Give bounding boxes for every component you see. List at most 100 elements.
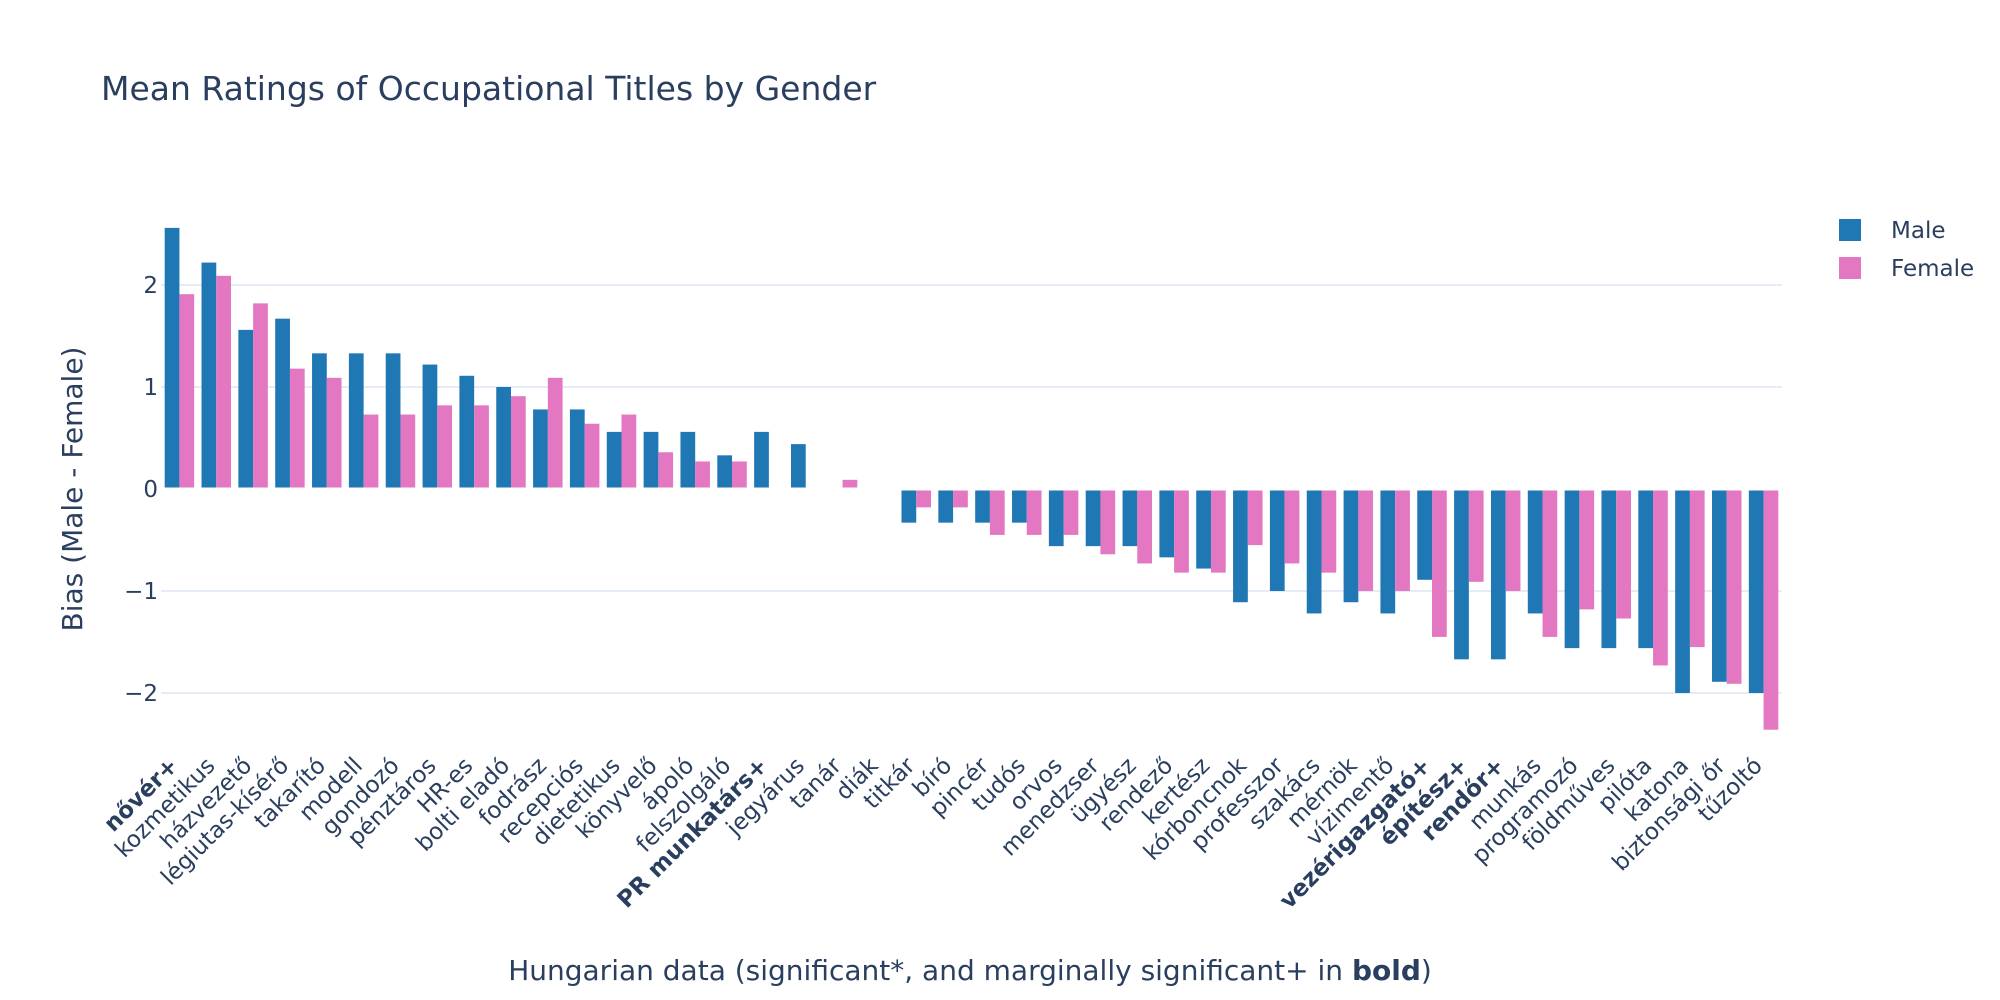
bar-female[interactable] [842, 479, 858, 489]
chart-title: Mean Ratings of Occupational Titles by G… [101, 69, 877, 108]
bar-male[interactable] [1748, 489, 1764, 693]
bar-male[interactable] [1712, 489, 1727, 682]
bar-female[interactable] [1542, 489, 1558, 637]
y-tick-label: 1 [143, 375, 158, 401]
bar-male[interactable] [1454, 489, 1469, 660]
bar-female[interactable] [658, 452, 674, 489]
y-tick-label: −1 [124, 579, 158, 605]
bar-male[interactable] [1675, 489, 1690, 693]
bar-female[interactable] [547, 377, 563, 489]
x-axis-title-bold-part: bold [1352, 954, 1421, 987]
bar-female[interactable] [953, 489, 968, 508]
bar-male[interactable] [1048, 489, 1064, 547]
legend-swatch-female[interactable] [1839, 257, 1861, 279]
bar-male[interactable] [1564, 489, 1580, 649]
bar-female[interactable] [1026, 489, 1042, 535]
bar-male[interactable] [275, 318, 290, 489]
bar-female[interactable] [510, 396, 526, 489]
bar-female[interactable] [1505, 489, 1521, 591]
bar-female[interactable] [1395, 489, 1410, 591]
bar-male[interactable] [312, 353, 327, 489]
bar-male[interactable] [1196, 489, 1211, 569]
legend-label-female[interactable]: Female [1891, 256, 1974, 282]
bar-female[interactable] [1321, 489, 1337, 573]
x-axis-title: Hungarian data (significant*, and margin… [508, 954, 1432, 987]
bar-male[interactable] [1269, 489, 1285, 591]
bar-female[interactable] [1616, 489, 1631, 619]
bar-male[interactable] [1527, 489, 1543, 614]
bar-female[interactable] [437, 405, 453, 489]
bar-male[interactable] [164, 227, 180, 489]
bar-female[interactable] [363, 414, 379, 489]
y-tick-label: 2 [143, 273, 158, 299]
bar-male[interactable] [1306, 489, 1322, 614]
bar-female[interactable] [326, 377, 342, 489]
legend-label-male[interactable]: Male [1891, 218, 1945, 244]
bar-male[interactable] [754, 431, 769, 489]
bar-female[interactable] [1358, 489, 1374, 591]
bar-female[interactable] [1653, 489, 1668, 666]
bar-female[interactable] [289, 368, 305, 489]
bar-female[interactable] [732, 461, 747, 489]
bar-male[interactable] [790, 444, 806, 489]
bar-female[interactable] [1726, 489, 1742, 684]
bar-male[interactable] [1638, 489, 1654, 649]
bar-male[interactable] [201, 262, 217, 489]
y-tick-label: −2 [124, 681, 158, 707]
bar-female[interactable] [1247, 489, 1263, 546]
bar-male[interactable] [1490, 489, 1506, 660]
bar-female[interactable] [1689, 489, 1705, 648]
bar-female[interactable] [1174, 489, 1189, 573]
bar-female[interactable] [400, 414, 416, 489]
bar-female[interactable] [1063, 489, 1079, 535]
bar-female[interactable] [695, 461, 710, 489]
bar-female[interactable] [474, 405, 489, 489]
bar-male[interactable] [1343, 489, 1359, 603]
bar-female[interactable] [1137, 489, 1153, 564]
bar-male[interactable] [459, 375, 475, 489]
bar-female[interactable] [1210, 489, 1226, 573]
bar-female[interactable] [1100, 489, 1116, 555]
bar-female[interactable] [1579, 489, 1595, 610]
bar-male[interactable] [533, 409, 548, 489]
bar-male[interactable] [1122, 489, 1138, 547]
bar-male[interactable] [1159, 489, 1175, 558]
bar-male[interactable] [385, 353, 401, 489]
bar-male[interactable] [238, 329, 254, 489]
bar-male[interactable] [938, 489, 954, 523]
x-axis-title-part-1: Hungarian data (significant*, and margin… [508, 954, 1352, 987]
bar-male[interactable] [901, 489, 917, 523]
bar-male[interactable] [1380, 489, 1396, 614]
bar-male[interactable] [680, 431, 696, 489]
y-tick-label: 0 [143, 477, 158, 503]
bar-male[interactable] [422, 364, 438, 489]
bar-female[interactable] [1468, 489, 1484, 582]
bar-male[interactable] [1012, 489, 1027, 523]
bar-female[interactable] [179, 294, 195, 489]
bar-male[interactable] [496, 387, 511, 489]
bar-female[interactable] [584, 423, 600, 489]
bar-male[interactable] [1417, 489, 1433, 580]
bar-male[interactable] [1085, 489, 1101, 547]
bar-male[interactable] [1233, 489, 1248, 603]
bar-male[interactable] [975, 489, 990, 523]
bars [164, 227, 1779, 730]
legend-swatch-male[interactable] [1839, 219, 1861, 241]
x-axis-title-part-3: ) [1421, 954, 1432, 987]
bar-female[interactable] [1284, 489, 1300, 564]
bar-female[interactable] [1432, 489, 1447, 637]
bar-female[interactable] [253, 303, 268, 489]
bar-male[interactable] [643, 431, 659, 489]
bar-male[interactable] [348, 353, 364, 489]
legend[interactable]: Male Female [1839, 218, 1974, 282]
bar-male[interactable] [717, 455, 733, 489]
bar-male[interactable] [1601, 489, 1617, 649]
bar-male[interactable] [606, 431, 622, 489]
bar-female[interactable] [916, 489, 931, 508]
bar-female[interactable] [216, 275, 231, 489]
bar-female[interactable] [621, 414, 637, 489]
bar-male[interactable] [569, 409, 585, 489]
bar-female[interactable] [1763, 489, 1779, 730]
bar-female[interactable] [989, 489, 1005, 535]
